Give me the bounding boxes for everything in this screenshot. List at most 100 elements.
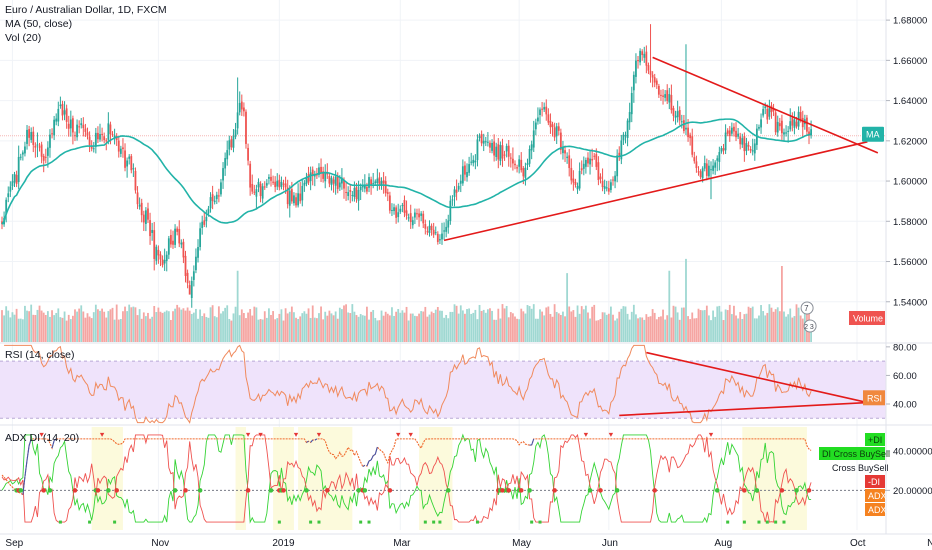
- sell-marker[interactable]: [396, 432, 401, 437]
- volume-bar: [49, 316, 51, 342]
- sell-marker[interactable]: [293, 432, 299, 437]
- sell-marker[interactable]: [583, 432, 589, 437]
- sell-cross-dot[interactable]: [281, 488, 286, 493]
- volume-bar: [674, 306, 677, 342]
- buy-marker[interactable]: [742, 520, 746, 524]
- volume-bar: [151, 316, 154, 342]
- sell-marker[interactable]: [708, 432, 714, 437]
- price-axis[interactable]: 1.68000 1.66000 1.64000 1.62000 1.60000 1.580…: [0, 0, 932, 535]
- rsi-tick-label: 40.00: [893, 400, 917, 411]
- buy-cross-dot[interactable]: [362, 488, 368, 493]
- price-pane[interactable]: 7 2 3: [0, 24, 886, 342]
- sell-cross-dot[interactable]: [652, 488, 658, 493]
- sell-cross-dot[interactable]: [806, 488, 812, 493]
- sell-marker[interactable]: [39, 432, 44, 437]
- sell-marker[interactable]: [316, 432, 322, 437]
- rsi-trendline[interactable]: [619, 401, 868, 417]
- sell-marker[interactable]: [245, 432, 251, 437]
- volume-bar: [572, 310, 575, 342]
- sell-cross-dot[interactable]: [95, 488, 101, 493]
- sell-cross-dot[interactable]: [779, 488, 785, 493]
- buy-marker[interactable]: [530, 520, 534, 524]
- sell-marker[interactable]: [258, 432, 263, 437]
- buy-marker[interactable]: [277, 520, 281, 524]
- rsi-pane[interactable]: [0, 344, 886, 424]
- sell-cross-dot[interactable]: [387, 488, 393, 493]
- sell-cross-dot[interactable]: [114, 488, 119, 493]
- volume-bar: [601, 312, 604, 342]
- candle-body: [436, 233, 439, 242]
- candle-body: [368, 177, 370, 188]
- buy-cross-dot[interactable]: [754, 488, 760, 493]
- sell-cross-dot[interactable]: [41, 488, 47, 493]
- buy-marker[interactable]: [359, 520, 363, 524]
- buy-cross-dot[interactable]: [587, 488, 593, 493]
- price-trendline[interactable]: [652, 56, 879, 154]
- time-axis[interactable]: SepNov2019MarMayJunAugOctNov9: [5, 538, 932, 549]
- buy-marker[interactable]: [757, 520, 761, 524]
- candle-body: [178, 228, 181, 244]
- buy-cross-dot[interactable]: [356, 488, 361, 493]
- buy-marker[interactable]: [88, 520, 92, 524]
- buy-marker[interactable]: [432, 520, 436, 524]
- sell-cross-dot[interactable]: [325, 488, 330, 493]
- buy-cross-dot[interactable]: [445, 488, 451, 493]
- event-badge-icon[interactable]: [800, 301, 814, 315]
- buy-marker[interactable]: [538, 520, 542, 524]
- sell-cross-dot[interactable]: [506, 488, 512, 493]
- volume-bar: [543, 315, 546, 342]
- buy-cross-dot[interactable]: [268, 488, 274, 493]
- buy-marker[interactable]: [765, 520, 769, 524]
- price-trendline[interactable]: [443, 141, 868, 242]
- dividend-badge-icon[interactable]: [803, 319, 817, 333]
- volume-bar: [55, 312, 58, 342]
- volume-bar: [482, 309, 485, 342]
- buy-marker[interactable]: [782, 520, 786, 524]
- sell-cross-dot[interactable]: [742, 488, 747, 493]
- adx-tick-label: 20.00000: [893, 486, 932, 497]
- candle-body: [457, 185, 460, 190]
- sell-cross-dot[interactable]: [552, 488, 557, 493]
- candle-body: [80, 123, 83, 126]
- volume-bar: [724, 309, 727, 342]
- buy-cross-dot[interactable]: [172, 488, 178, 493]
- sell-cross-dot[interactable]: [500, 488, 505, 493]
- buy-marker[interactable]: [438, 520, 442, 524]
- rsi-trendline[interactable]: [646, 351, 868, 404]
- buy-marker[interactable]: [309, 520, 313, 524]
- buy-marker[interactable]: [367, 520, 371, 524]
- sell-marker[interactable]: [99, 432, 105, 437]
- candle-body: [32, 131, 35, 145]
- sell-cross-dot[interactable]: [245, 488, 251, 493]
- buy-marker[interactable]: [423, 520, 427, 524]
- buy-cross-dot[interactable]: [18, 488, 24, 493]
- buy-cross-dot[interactable]: [197, 488, 203, 493]
- buy-marker[interactable]: [317, 520, 321, 524]
- buy-marker[interactable]: [113, 520, 117, 524]
- buy-cross-dot[interactable]: [714, 488, 720, 493]
- buy-marker[interactable]: [726, 520, 730, 524]
- buy-cross-dot[interactable]: [794, 488, 799, 493]
- buy-cross-dot[interactable]: [106, 488, 111, 493]
- buy-marker[interactable]: [58, 520, 62, 524]
- sell-cross-dot[interactable]: [183, 488, 188, 493]
- candle-body: [724, 132, 727, 151]
- buy-cross-dot[interactable]: [304, 488, 309, 493]
- buy-marker[interactable]: [774, 520, 778, 524]
- buy-cross-dot[interactable]: [47, 488, 53, 493]
- buy-marker[interactable]: [475, 520, 479, 524]
- buy-cross-dot[interactable]: [527, 488, 532, 493]
- sell-marker[interactable]: [608, 432, 614, 437]
- sell-cross-dot[interactable]: [72, 488, 78, 493]
- sell-cross-dot[interactable]: [598, 488, 603, 493]
- candle-body: [276, 180, 279, 187]
- sell-marker[interactable]: [408, 432, 413, 437]
- volume-bar: [209, 307, 212, 342]
- volume-bar: [760, 305, 762, 342]
- sell-cross-dot[interactable]: [518, 488, 524, 493]
- buy-cross-dot[interactable]: [614, 488, 620, 493]
- adx-pane[interactable]: [0, 427, 886, 530]
- volume-bar: [399, 312, 402, 342]
- volume-bar: [499, 318, 502, 342]
